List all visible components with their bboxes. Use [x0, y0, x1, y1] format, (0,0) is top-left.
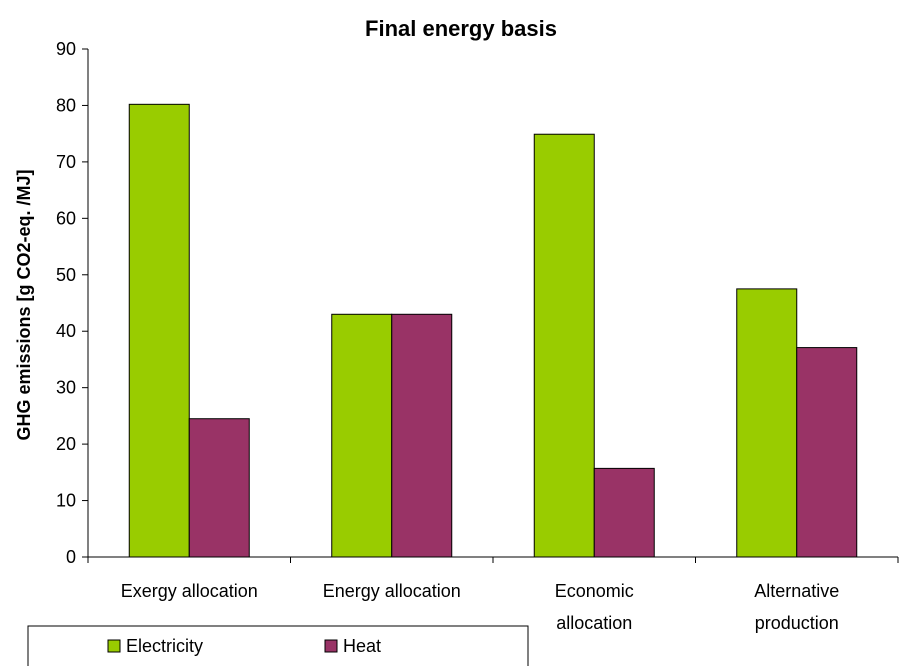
x-category-label: Energy allocation	[323, 581, 461, 601]
y-tick-label: 40	[56, 321, 76, 341]
y-tick-label: 60	[56, 208, 76, 228]
y-tick-label: 50	[56, 265, 76, 285]
y-axis-label: GHG emissions [g CO2-eq. /MJ]	[14, 169, 34, 440]
bar-electricity	[533, 133, 595, 558]
bar-heat	[391, 313, 453, 558]
bar-electricity	[331, 313, 393, 558]
y-tick-label: 80	[56, 95, 76, 115]
x-category-label: Economic allocation	[555, 581, 634, 633]
y-tick-label: 20	[56, 434, 76, 454]
bars-group	[128, 103, 858, 558]
legend-label-heat: Heat	[343, 636, 381, 656]
x-category-label: Alternative production	[754, 581, 839, 633]
legend-swatch-heat	[324, 639, 338, 653]
x-category-label: Exergy allocation	[121, 581, 258, 601]
bar-heat	[593, 467, 655, 558]
axes-group: 0 10 20 30 40 50 60 70 80 90 Exergy allocation Ener…	[56, 39, 899, 633]
legend-label-electricity: Electricity	[126, 636, 203, 656]
legend: Electricity Heat	[27, 625, 529, 666]
legend-box	[27, 625, 529, 666]
bar-electricity	[128, 103, 190, 558]
y-tick-label: 30	[56, 378, 76, 398]
legend-swatch-electricity	[107, 639, 121, 653]
chart-title: Final energy basis	[365, 16, 557, 41]
bar-heat	[796, 347, 858, 558]
y-tick-label: 10	[56, 491, 76, 511]
bar-electricity	[736, 288, 798, 558]
y-tick-label: 90	[56, 39, 76, 59]
y-tick-label: 70	[56, 152, 76, 172]
bar-heat	[188, 418, 250, 558]
y-tick-label: 0	[66, 547, 76, 567]
